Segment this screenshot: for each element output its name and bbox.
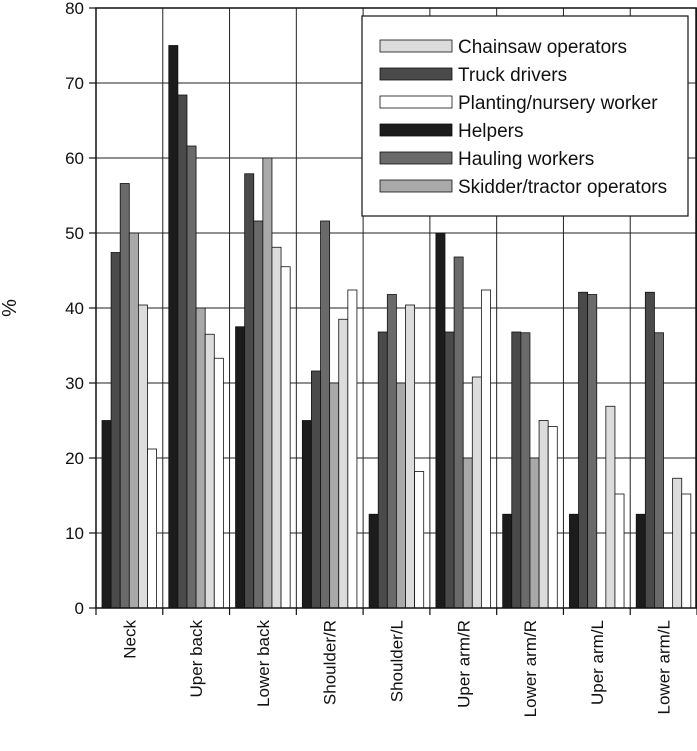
- bar: [672, 477, 683, 609]
- x-tick-label: Lower arm/L: [655, 620, 674, 714]
- bar: [213, 357, 224, 609]
- x-tick-label: Lower arm/R: [521, 620, 540, 717]
- legend-entry: Hauling workers: [458, 149, 594, 170]
- y-tick-label: 60: [65, 149, 84, 168]
- bar: [301, 420, 312, 609]
- legend-entry: Helpers: [458, 121, 523, 142]
- bar: [614, 493, 625, 609]
- legend-swatch: [379, 179, 453, 193]
- y-tick-label: 80: [65, 0, 84, 18]
- y-tick-label: 10: [65, 524, 84, 543]
- legend-swatch: [379, 95, 453, 109]
- bar: [444, 331, 455, 609]
- bar: [137, 304, 148, 609]
- bar: [578, 291, 589, 609]
- bar: [587, 294, 598, 609]
- legend-entry: Truck drivers: [458, 65, 567, 86]
- bar: [396, 382, 406, 609]
- bar: [101, 420, 112, 609]
- legend-swatch: [379, 67, 453, 81]
- bar: [569, 513, 579, 609]
- bar: [253, 220, 264, 609]
- bar: [405, 304, 416, 609]
- bar: [480, 289, 491, 609]
- bar: [654, 332, 664, 609]
- bar: [271, 246, 282, 609]
- bar: [453, 256, 464, 609]
- bar: [377, 331, 388, 609]
- x-tick-label: Lower back: [254, 620, 273, 707]
- y-tick-label: 50: [65, 224, 84, 243]
- y-tick-label: 0: [75, 599, 84, 618]
- bar: [462, 457, 473, 609]
- bar: [538, 420, 549, 609]
- bar: [347, 289, 358, 609]
- legend-entry: Chainsaw operators: [458, 37, 627, 58]
- legend-swatch: [379, 151, 453, 165]
- x-tick-label: Uper back: [187, 620, 206, 698]
- legend-entry: Skidder/tractor operators: [458, 177, 667, 198]
- bar: [644, 291, 655, 609]
- y-axis-label: %: [0, 299, 21, 317]
- bar: [177, 94, 188, 609]
- bar: [329, 382, 340, 609]
- y-tick-label: 70: [65, 74, 84, 93]
- bar: [520, 332, 531, 609]
- bar: [186, 145, 197, 609]
- bar: [128, 232, 139, 609]
- x-tick-label: Uper arm/R: [454, 620, 473, 708]
- bar: [386, 294, 397, 609]
- bar: [119, 183, 130, 609]
- bar: [168, 45, 179, 609]
- y-tick-labels: 0 10 20 30 40 50 60 70 80: [65, 0, 84, 618]
- bar: [502, 513, 513, 609]
- bar: [262, 157, 273, 609]
- legend: Chainsaw operators Truck drivers Planting/…: [361, 15, 689, 217]
- x-tick-label: Uper arm/L: [588, 620, 607, 705]
- bar: [605, 405, 616, 609]
- x-tick-labels: Neck Uper back Lower back Shoulder/R Shoulde…: [120, 620, 673, 718]
- bar: [435, 232, 446, 609]
- legend-swatch: [379, 123, 453, 137]
- bar: [414, 471, 425, 609]
- bar: [110, 252, 121, 609]
- x-tick-label: Shoulder/L: [388, 620, 407, 702]
- y-tick-label: 40: [65, 299, 84, 318]
- legend-swatch: [379, 39, 453, 53]
- bar: [635, 513, 646, 609]
- legend-entry: Planting/nursery worker: [458, 93, 658, 114]
- bar: [471, 376, 482, 609]
- bar: [338, 318, 349, 609]
- x-tick-label: Shoulder/R: [321, 620, 340, 705]
- bar: [529, 457, 540, 609]
- bar: [368, 513, 379, 609]
- bar: [147, 448, 158, 609]
- bar: [320, 220, 331, 609]
- bar: [511, 331, 522, 609]
- bar: [280, 266, 291, 609]
- bar: [681, 493, 692, 609]
- axes: [89, 7, 697, 615]
- bar: [311, 370, 321, 609]
- bar: [204, 333, 215, 609]
- bar: [547, 426, 558, 609]
- bar: [195, 307, 206, 609]
- x-tick-label: Neck: [120, 620, 139, 659]
- bar: [235, 326, 246, 609]
- bar: [244, 173, 255, 609]
- y-tick-label: 30: [65, 374, 84, 393]
- y-tick-label: 20: [65, 449, 84, 468]
